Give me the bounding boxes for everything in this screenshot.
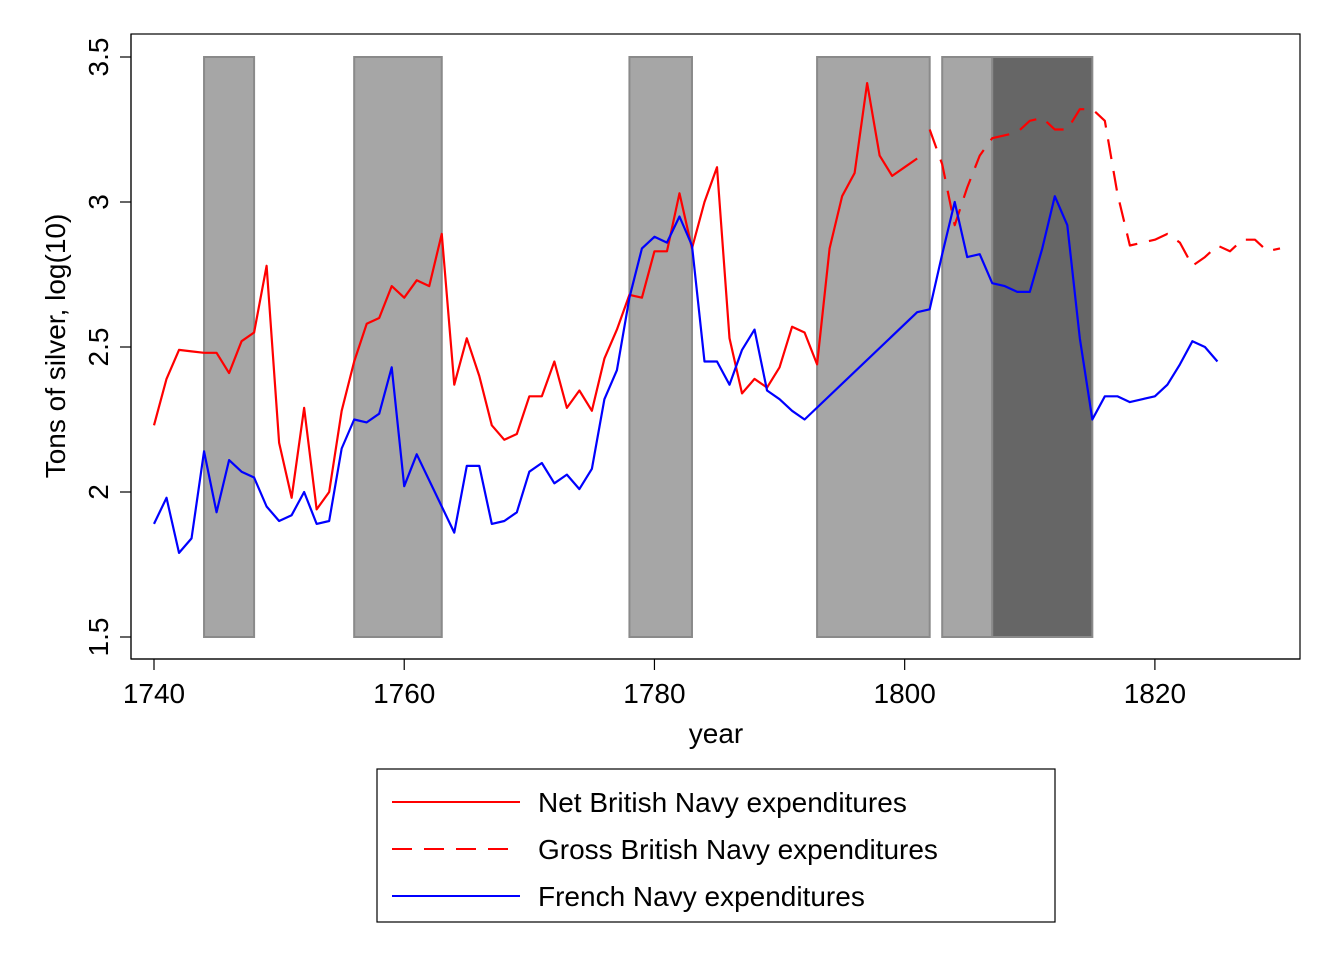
legend-label-french: French Navy expenditures [538, 881, 865, 912]
plot-frame [130, 33, 1301, 660]
series-line-net-british-navy-expenditures [152, 81, 918, 511]
series-line-gross-british-navy-expenditures [928, 108, 1281, 267]
y-tick-label-2: 2 [83, 484, 114, 500]
y-tick-label-3: 3 [83, 194, 114, 210]
x-tick-label-1820: 1820 [1124, 678, 1186, 709]
x-axis-label: year [689, 718, 743, 749]
series-line-french-navy-expenditures [153, 195, 1219, 555]
y-tick-label-3-5: 3.5 [83, 38, 114, 77]
war-shading-layer [203, 56, 1094, 638]
x-tick-label-1760: 1760 [373, 678, 435, 709]
legend: Net British Navy expenditures Gross Brit… [376, 768, 1056, 923]
y-axis-label: Tons of silver, log(10) [40, 214, 71, 479]
x-axis: 1740 1760 1780 1800 1820 [123, 658, 1300, 709]
war-period-band-1756-1763 [353, 56, 443, 638]
y-axis: 1.5 2 2.5 3 3.5 [83, 34, 132, 659]
war-period-band-1803-1807 [941, 56, 994, 638]
war-period-band-1778-1783 [628, 56, 693, 638]
war-period-band-1744-1748 [203, 56, 256, 638]
war-period-band-1807-1815 [991, 56, 1094, 638]
x-tick-label-1740: 1740 [123, 678, 185, 709]
war-period-band-1793-1802 [816, 56, 931, 638]
x-tick-label-1800: 1800 [874, 678, 936, 709]
x-tick-label-1780: 1780 [623, 678, 685, 709]
legend-label-gross-british: Gross British Navy expenditures [538, 834, 938, 865]
legend-label-net-british: Net British Navy expenditures [538, 787, 907, 818]
legend-box [376, 768, 1056, 923]
y-tick-label-2-5: 2.5 [83, 328, 114, 367]
y-tick-label-1-5: 1.5 [83, 618, 114, 657]
series-layer [152, 81, 1281, 555]
